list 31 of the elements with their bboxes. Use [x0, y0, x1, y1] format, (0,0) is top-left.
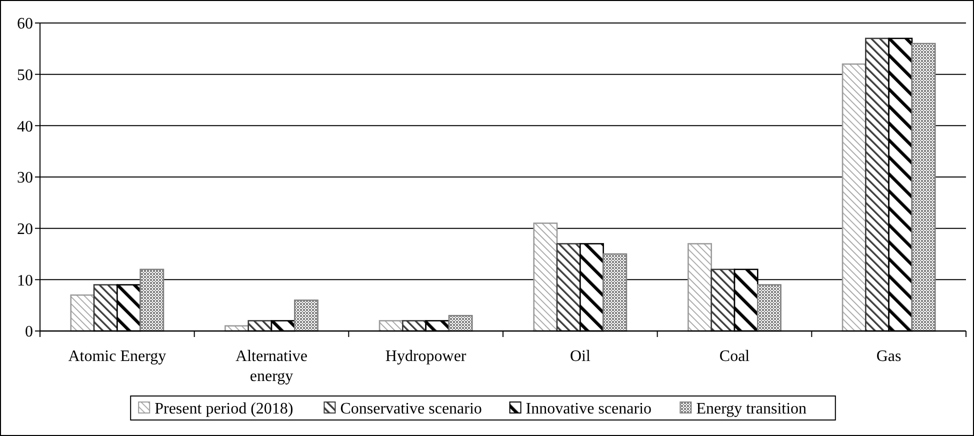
legend-label: Present period (2018): [154, 400, 294, 418]
bar: [602, 253, 628, 332]
legend-label: Conservative scenario: [340, 400, 482, 418]
legend-label: Energy transition: [696, 400, 807, 418]
bar: [533, 222, 558, 332]
y-tick-label: 20: [17, 220, 33, 238]
x-tick-label: Coal: [719, 348, 750, 365]
x-tick-label: Atomic Energy: [68, 348, 166, 365]
bar: [70, 294, 95, 332]
bar: [710, 268, 736, 332]
y-tick-label: 50: [17, 66, 33, 84]
bar: [556, 243, 581, 332]
y-tick-label: 30: [17, 170, 33, 187]
bar: [911, 42, 936, 332]
bar: [688, 243, 712, 332]
y-tick-label: 10: [17, 272, 33, 290]
x-tick-label: Oil: [570, 348, 591, 365]
bar: [865, 38, 890, 332]
legend-label: Innovative scenario: [526, 400, 652, 418]
bar: [294, 300, 318, 332]
y-tick-label: 0: [25, 324, 33, 341]
y-tick-label: 40: [17, 118, 33, 136]
bar: [140, 268, 164, 332]
x-tick-label: Hydropower: [385, 348, 467, 365]
bar: [448, 314, 473, 332]
bar: [757, 284, 782, 332]
bar: [93, 284, 118, 332]
x-tick-label: Gas: [876, 348, 902, 365]
y-tick-label: 60: [17, 16, 33, 33]
x-tick-label: Alternative energy: [236, 348, 308, 385]
bar: [842, 63, 866, 332]
